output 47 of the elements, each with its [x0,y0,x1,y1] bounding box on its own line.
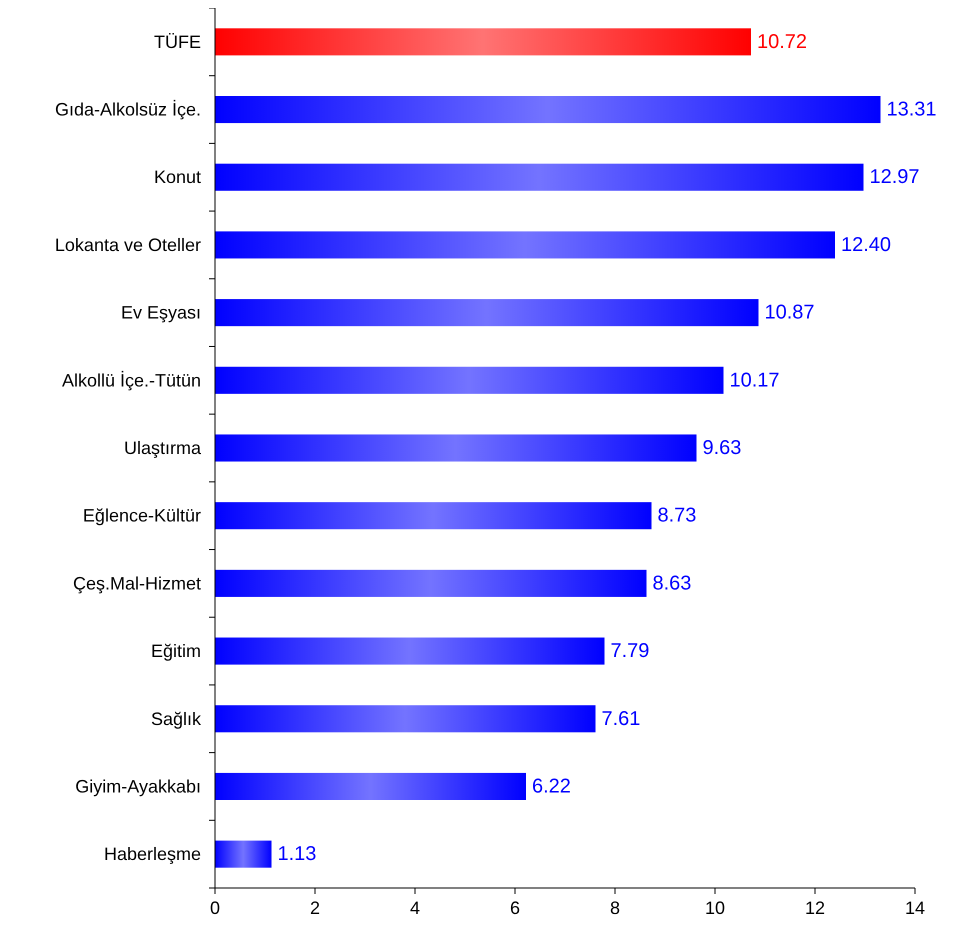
bar [215,434,696,462]
data-label: 8.73 [658,504,696,527]
y-tick-label: Gıda-Alkolsüz İçe. [54,100,201,120]
bar [215,231,835,258]
bar [215,840,272,868]
bar [215,28,751,56]
data-label: 10.72 [757,30,808,53]
x-tick-label: 10 [704,898,726,918]
bar [215,366,724,394]
x-tick-label: 8 [610,898,620,918]
y-tick-label: Haberleşme [104,844,201,864]
x-tick-label: 4 [410,898,420,918]
data-label: 12.97 [870,166,920,188]
x-tick-label: 12 [804,898,826,918]
y-tick-label: Eğlence-Kültür [82,506,201,526]
y-tick-label: Ulaştırma [124,438,202,458]
data-label: 1.13 [278,843,316,866]
y-tick-label: Giyim-Ayakkabı [75,776,201,796]
x-tick-label: 14 [904,898,926,918]
x-tick-label: 0 [210,898,220,918]
y-tick-label: Sağlık [150,708,202,729]
bar [215,96,880,124]
bar [215,772,526,800]
bar [215,164,864,191]
data-label: 7.61 [602,708,640,730]
y-tick-label: Konut [154,167,201,188]
data-label: 7.79 [610,640,650,662]
data-label: 10.87 [764,302,815,324]
data-label: 8.63 [652,572,692,594]
y-tick-label: TÜFE [154,32,201,52]
data-label: 13.31 [886,98,937,121]
data-label: 6.22 [532,775,571,798]
y-tick-label: Lokanta ve Oteller [54,234,201,255]
y-tick-label: Eğitim [150,641,201,662]
x-tick-label: 2 [310,898,320,918]
data-label: 9.63 [702,437,742,459]
data-label: 12.40 [841,234,892,256]
bar [215,705,596,732]
bar [215,299,758,326]
y-tick-label: Çeş.Mal-Hizmet [72,573,201,594]
y-tick-label: Alkollü İçe.-Tütün [62,370,201,390]
bar [215,502,652,530]
bar [215,570,646,597]
y-tick-label: Ev Eşyası [120,302,201,323]
x-tick-label: 6 [510,898,520,918]
bar [215,638,604,665]
data-label: 10.17 [730,369,780,392]
